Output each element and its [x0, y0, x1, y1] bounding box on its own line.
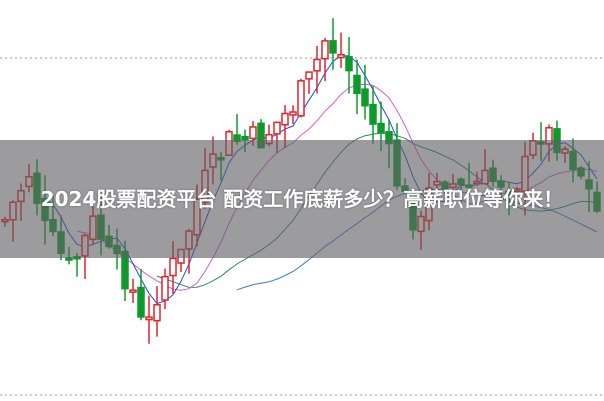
candle-down [345, 56, 353, 72]
headline-banner: 2024股票配资平台 配资工作底薪多少？高薪职位等你来！ [0, 140, 604, 258]
candle-up [129, 289, 137, 293]
candle-down [137, 286, 145, 318]
candle-up [313, 58, 321, 72]
candle-up [153, 304, 161, 322]
candle-up [169, 257, 177, 277]
candle-up [161, 275, 169, 301]
candle-down [369, 103, 377, 125]
candle-up [297, 80, 305, 117]
candle-up [273, 121, 281, 135]
candle-up [145, 316, 153, 321]
candle-down [361, 88, 369, 107]
candle-down [377, 122, 385, 134]
candle-down [65, 257, 73, 261]
candle-up [249, 126, 257, 140]
candle-up [289, 111, 297, 116]
candle-up [305, 71, 313, 80]
candle-down [353, 74, 361, 95]
candle-up [321, 40, 329, 60]
candle-down [241, 135, 249, 141]
headline-text: 2024股票配资平台 配资工作底薪多少？高薪职位等你来！ [40, 187, 564, 211]
candle-down [329, 40, 337, 54]
candle-up [337, 54, 345, 59]
candle-up [281, 112, 289, 126]
